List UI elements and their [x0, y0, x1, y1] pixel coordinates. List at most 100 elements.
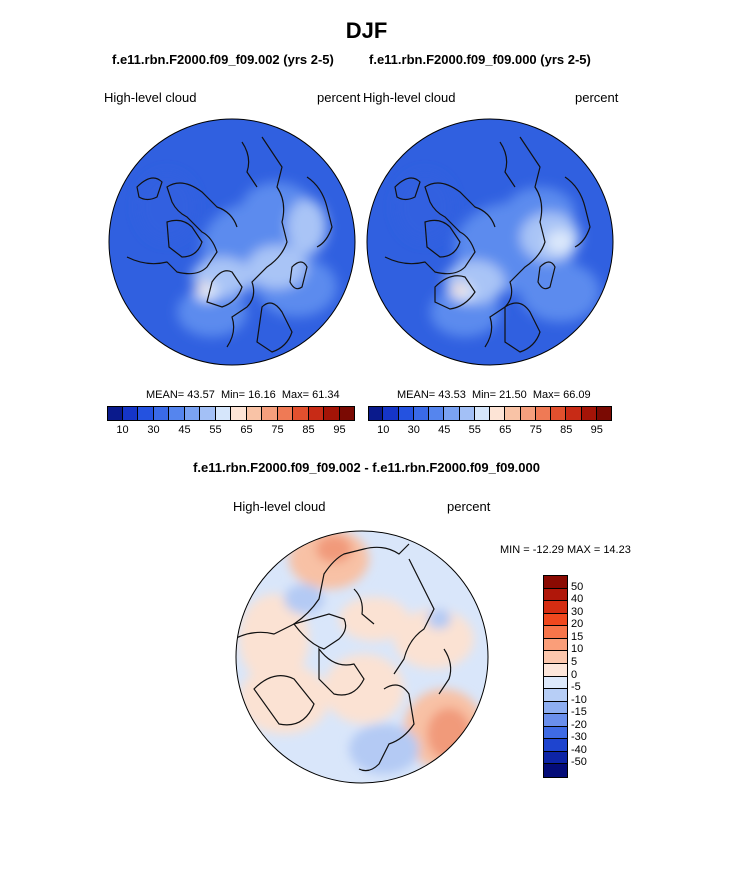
left-max-value: 61.34: [312, 389, 340, 401]
diff-colorbar-tick-label: -40: [571, 743, 587, 756]
right-colorbar-tick-label: 65: [499, 424, 512, 436]
diff-polar-map: [235, 530, 489, 784]
left-colorbar-swatch: [324, 406, 340, 421]
right-panel-variable-label: High-level cloud: [363, 90, 456, 105]
right-colorbar-tick-label: 10: [377, 424, 390, 436]
diff-min-max: MIN = -12.29 MAX = 14.23: [500, 544, 631, 556]
diff-colorbar-swatch: [544, 613, 567, 627]
left-colorbar-swatch: [215, 406, 231, 421]
diff-colorbar-swatch: [544, 601, 567, 614]
diff-colorbar-tick-label: -5: [571, 681, 581, 694]
diff-colorbar-tick-label: 20: [571, 618, 584, 631]
left-colorbar-swatch: [293, 406, 309, 421]
diff-colorbar-swatch: [544, 576, 567, 589]
diff-colorbar-tick-label: 10: [571, 643, 584, 656]
left-colorbar-ticks: 10 30 45 55 65 75 85 95: [107, 424, 355, 438]
left-mean-value: 43.57: [187, 389, 215, 401]
right-stats: MEAN= 43.53 Min= 21.50 Max= 66.09: [397, 389, 591, 401]
right-colorbar-swatch: [383, 406, 399, 421]
left-colorbar-swatch: [122, 406, 138, 421]
diff-colorbar-tick-label: -20: [571, 718, 587, 731]
left-mean-label: MEAN=: [146, 389, 185, 401]
right-colorbar-swatch: [596, 406, 612, 421]
right-colorbar: [368, 406, 612, 421]
diff-colorbar-tick-label: 5: [571, 655, 578, 668]
right-colorbar-tick-label: 45: [438, 424, 451, 436]
left-max-label: Max=: [281, 389, 310, 401]
left-colorbar-tick-label: 85: [302, 424, 315, 436]
diff-colorbar-swatch: [544, 726, 567, 740]
diff-colorbar-swatch: [544, 676, 567, 690]
diff-panel-case-title: f.e11.rbn.F2000.f09_f09.002 - f.e11.rbn.…: [193, 460, 540, 475]
right-mean-label: MEAN=: [397, 389, 436, 401]
right-colorbar-swatch: [505, 406, 521, 421]
left-colorbar-tick-label: 95: [333, 424, 346, 436]
right-panel-case-title: f.e11.rbn.F2000.f09_f09.000 (yrs 2-5): [369, 52, 591, 67]
diff-colorbar-swatch: [544, 714, 567, 727]
right-panel-units-label: percent: [575, 90, 619, 105]
left-panel-variable-label: High-level cloud: [104, 90, 197, 105]
left-colorbar-swatch: [246, 406, 262, 421]
right-colorbar-ticks: 10 30 45 55 65 75 85 95: [368, 424, 612, 438]
diff-panel-units-label: percent: [447, 499, 491, 514]
diff-colorbar-tick-label: 15: [571, 630, 584, 643]
diff-colorbar-swatch: [544, 626, 567, 639]
right-colorbar-tick-label: 55: [468, 424, 481, 436]
diff-colorbar-swatch: [544, 751, 567, 765]
diff-colorbar: [543, 575, 568, 778]
left-colorbar-swatch: [339, 406, 355, 421]
right-colorbar-swatch: [490, 406, 506, 421]
left-colorbar-tick-label: 55: [209, 424, 222, 436]
right-colorbar-swatch: [551, 406, 567, 421]
right-min-value: 21.50: [499, 389, 527, 401]
left-colorbar-tick-label: 10: [116, 424, 129, 436]
left-colorbar-swatch: [231, 406, 247, 421]
diff-colorbar-tick-label: 50: [571, 580, 584, 593]
left-colorbar-tick-label: 45: [178, 424, 191, 436]
right-colorbar-swatch: [368, 406, 384, 421]
left-min-label: Min=: [220, 389, 246, 401]
right-colorbar-swatch: [398, 406, 414, 421]
left-colorbar-swatch: [200, 406, 216, 421]
right-colorbar-tick-label: 95: [590, 424, 603, 436]
left-colorbar-swatch: [308, 406, 324, 421]
left-colorbar-tick-label: 30: [147, 424, 160, 436]
diff-colorbar-swatch: [544, 651, 567, 664]
right-colorbar-tick-label: 85: [560, 424, 573, 436]
left-stats: MEAN= 43.57 Min= 16.16 Max= 61.34: [146, 389, 340, 401]
right-mean-value: 43.53: [438, 389, 466, 401]
right-max-label: Max=: [532, 389, 561, 401]
right-colorbar-tick-label: 75: [529, 424, 542, 436]
right-colorbar-swatch: [459, 406, 475, 421]
diff-colorbar-swatch: [544, 588, 567, 602]
left-panel-case-title: f.e11.rbn.F2000.f09_f09.002 (yrs 2-5): [112, 52, 334, 67]
left-min-value: 16.16: [248, 389, 276, 401]
diff-colorbar-tick-label: 0: [571, 668, 578, 681]
left-colorbar: [107, 406, 355, 421]
right-colorbar-tick-label: 30: [407, 424, 420, 436]
diff-colorbar-tick-label: -50: [571, 756, 587, 769]
diff-colorbar-swatch: [544, 638, 567, 652]
left-colorbar-swatch: [138, 406, 154, 421]
diff-colorbar-tick-label: -10: [571, 693, 587, 706]
right-polar-map: [366, 118, 614, 366]
left-colorbar-swatch: [262, 406, 278, 421]
right-colorbar-swatch: [520, 406, 536, 421]
diff-colorbar-swatch: [544, 663, 567, 677]
diff-colorbar-tick-label: 30: [571, 605, 584, 618]
right-min-label: Min=: [471, 389, 497, 401]
diff-colorbar-swatch: [544, 701, 567, 715]
diff-colorbar-swatch: [544, 764, 567, 777]
diff-colorbar-tick-label: 40: [571, 593, 584, 606]
right-colorbar-swatch: [581, 406, 597, 421]
right-colorbar-swatch: [444, 406, 460, 421]
left-colorbar-swatch: [277, 406, 293, 421]
right-colorbar-swatch: [535, 406, 551, 421]
right-colorbar-swatch: [413, 406, 429, 421]
diff-colorbar-tick-label: -30: [571, 731, 587, 744]
diff-colorbar-swatch: [544, 689, 567, 702]
left-panel-units-label: percent: [317, 90, 361, 105]
left-colorbar-swatch: [153, 406, 169, 421]
right-colorbar-swatch: [474, 406, 490, 421]
right-colorbar-swatch: [566, 406, 582, 421]
